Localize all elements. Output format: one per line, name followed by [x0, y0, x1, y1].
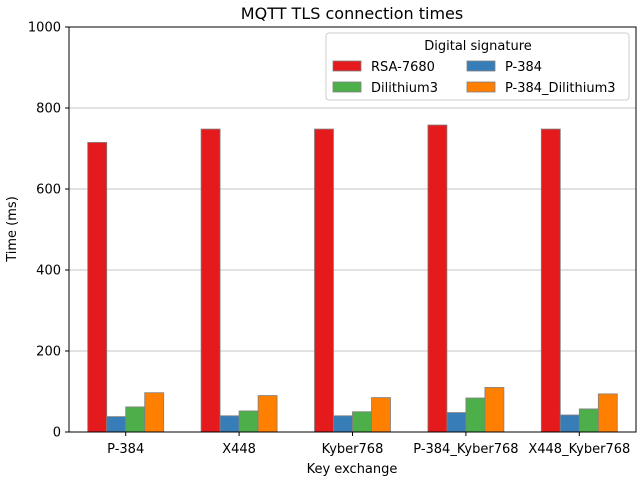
y-tick-label: 600 — [36, 183, 61, 198]
y-tick-label: 400 — [36, 264, 61, 279]
legend-label: P-384 — [505, 60, 542, 75]
bar — [371, 397, 391, 433]
bar — [578, 408, 599, 433]
bar — [219, 415, 240, 433]
bar — [597, 393, 618, 433]
bar — [257, 395, 278, 433]
bar — [540, 128, 561, 433]
bar — [352, 411, 372, 433]
legend-label: Dilithium3 — [371, 81, 438, 96]
bar — [446, 412, 467, 433]
x-tick-label: Kyber768 — [322, 442, 384, 457]
bar — [238, 410, 259, 433]
x-axis-label: Key exchange — [307, 462, 398, 477]
bar — [465, 397, 486, 433]
legend-swatch — [332, 60, 362, 72]
x-tick-label: X448_Kyber768 — [528, 442, 630, 457]
bar — [87, 142, 108, 433]
bar — [200, 128, 221, 433]
x-tick-label: P-384 — [107, 442, 144, 457]
x-tick-label: X448 — [222, 442, 256, 457]
bar — [125, 406, 146, 433]
bars — [87, 124, 618, 433]
legend: Digital signature RSA-7680 P-384 Dilithium… — [325, 32, 630, 101]
y-tick-label: 0 — [53, 426, 61, 441]
bar — [559, 414, 580, 433]
chart-title: MQTT TLS connection times — [241, 4, 463, 23]
y-axis-label: Time (ms) — [5, 196, 20, 263]
y-tick-label: 200 — [36, 345, 61, 360]
legend-title: Digital signature — [424, 39, 532, 54]
legend-swatch — [332, 81, 362, 93]
bar — [314, 128, 334, 433]
legend-label: RSA-7680 — [371, 60, 435, 75]
y-tick-label: 800 — [36, 102, 61, 117]
y-tick-label: 1000 — [28, 21, 61, 36]
legend-swatch — [466, 81, 496, 93]
bar — [333, 415, 353, 433]
bar — [484, 387, 505, 433]
legend-swatch — [466, 60, 496, 72]
bar — [106, 416, 127, 433]
legend-label: P-384_Dilithium3 — [505, 81, 616, 96]
x-tick-label: P-384_Kyber768 — [413, 442, 518, 457]
axes: 0 200 400 600 800 1000 P-384 X448 Kyber768 P-384_… — [28, 21, 637, 457]
bar — [427, 124, 448, 433]
bar — [144, 392, 165, 433]
